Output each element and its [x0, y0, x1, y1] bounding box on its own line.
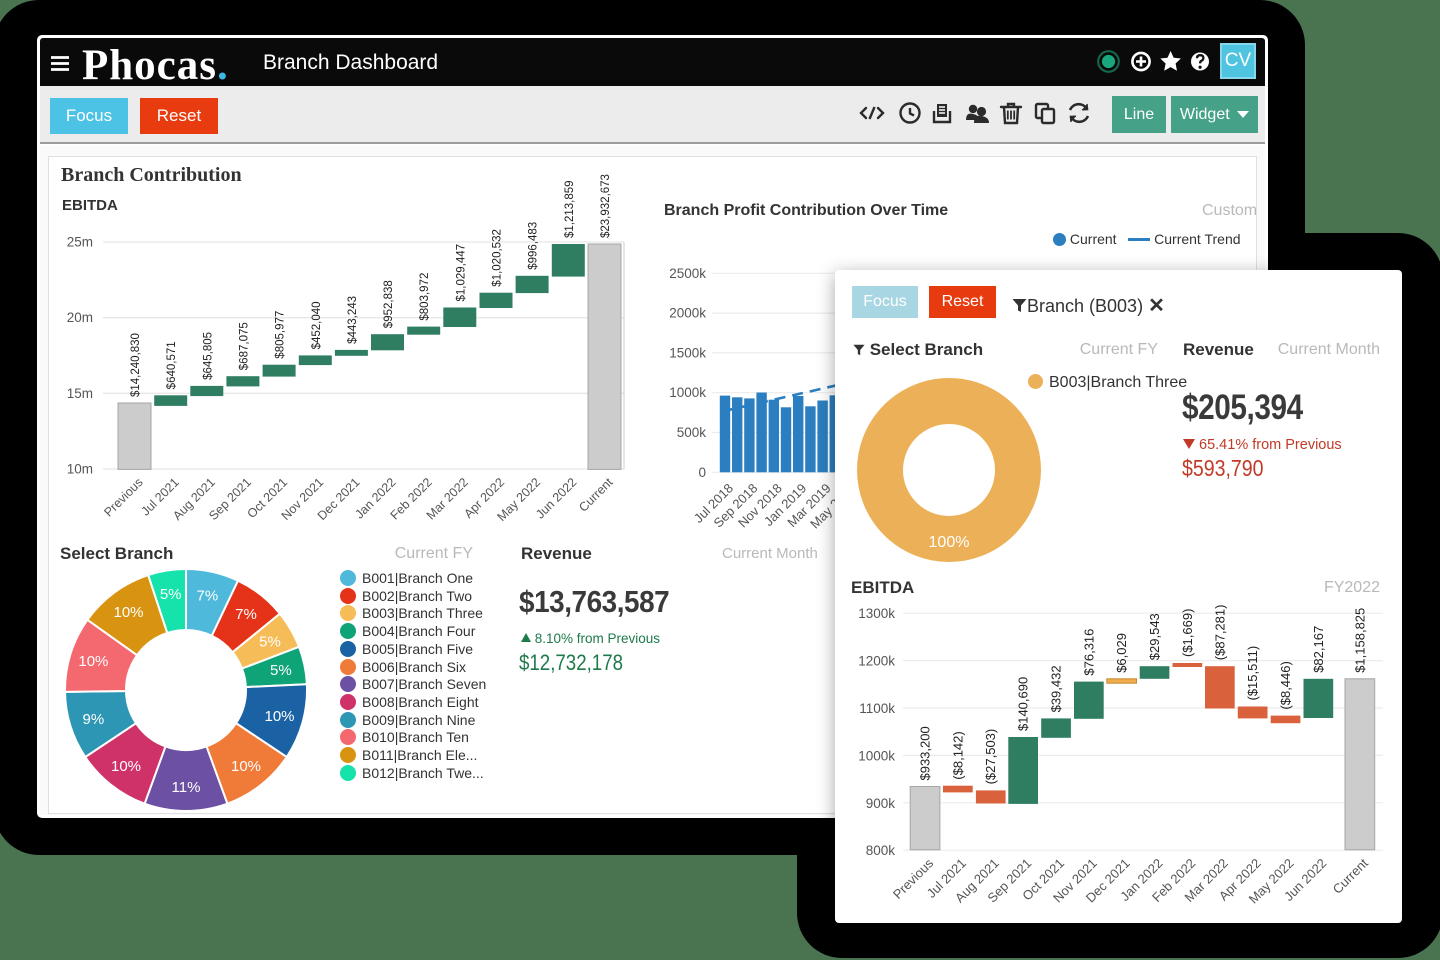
- svg-text:1100k: 1100k: [859, 701, 895, 716]
- svg-text:0: 0: [698, 465, 706, 480]
- svg-text:$14,240,830: $14,240,830: [130, 333, 142, 397]
- svg-text:$803,972: $803,972: [419, 273, 431, 321]
- svg-text:$23,932,673: $23,932,673: [600, 174, 612, 238]
- svg-text:25m: 25m: [67, 235, 93, 250]
- svg-text:900k: 900k: [866, 796, 896, 811]
- svg-text:$1,029,447: $1,029,447: [455, 244, 467, 302]
- svg-text:10%: 10%: [78, 653, 108, 670]
- svg-text:7%: 7%: [235, 606, 257, 623]
- svg-text:20m: 20m: [67, 310, 93, 325]
- svg-text:1000k: 1000k: [669, 385, 706, 400]
- svg-text:9%: 9%: [83, 711, 105, 728]
- svg-text:11%: 11%: [172, 779, 201, 796]
- svg-text:$996,483: $996,483: [528, 222, 540, 270]
- svg-text:800k: 800k: [866, 843, 896, 858]
- svg-text:$952,838: $952,838: [383, 280, 395, 328]
- svg-text:10%: 10%: [113, 604, 143, 621]
- svg-text:1000k: 1000k: [858, 748, 895, 763]
- svg-text:2000k: 2000k: [669, 306, 706, 321]
- svg-text:7%: 7%: [197, 587, 219, 604]
- svg-text:($27,503): ($27,503): [983, 729, 998, 785]
- svg-text:($15,511): ($15,511): [1245, 646, 1260, 701]
- svg-text:($1,669): ($1,669): [1180, 609, 1195, 657]
- svg-text:5%: 5%: [259, 634, 281, 651]
- svg-text:($8,142): ($8,142): [950, 731, 965, 779]
- svg-text:15m: 15m: [67, 386, 93, 401]
- svg-text:$6,029: $6,029: [1114, 633, 1129, 673]
- svg-text:$640,571: $640,571: [166, 341, 178, 389]
- svg-text:$687,075: $687,075: [238, 322, 250, 370]
- svg-text:100%: 100%: [929, 534, 970, 551]
- svg-text:1200k: 1200k: [858, 654, 895, 669]
- svg-text:Current: Current: [576, 475, 616, 515]
- svg-text:$82,167: $82,167: [1311, 626, 1326, 673]
- svg-text:$140,690: $140,690: [1016, 677, 1031, 731]
- svg-text:($87,281): ($87,281): [1212, 605, 1227, 661]
- svg-text:($8,446): ($8,446): [1278, 661, 1293, 709]
- svg-text:$805,977: $805,977: [275, 311, 287, 359]
- svg-text:500k: 500k: [677, 425, 707, 440]
- svg-text:$76,316: $76,316: [1081, 629, 1096, 676]
- svg-text:$443,243: $443,243: [347, 296, 359, 344]
- svg-text:$645,805: $645,805: [202, 332, 214, 380]
- svg-text:10%: 10%: [264, 708, 294, 725]
- svg-text:$1,020,532: $1,020,532: [492, 229, 504, 287]
- svg-text:Previous: Previous: [101, 475, 145, 519]
- svg-text:1500k: 1500k: [669, 345, 706, 360]
- svg-text:10m: 10m: [67, 462, 93, 477]
- svg-text:2500k: 2500k: [669, 266, 706, 281]
- svg-text:$933,200: $933,200: [918, 726, 933, 780]
- svg-text:$29,543: $29,543: [1147, 613, 1162, 660]
- svg-text:$39,432: $39,432: [1049, 665, 1064, 712]
- svg-text:Current: Current: [1330, 855, 1372, 897]
- svg-text:5%: 5%: [160, 586, 182, 603]
- svg-text:5%: 5%: [270, 662, 292, 679]
- svg-text:$452,040: $452,040: [311, 301, 323, 349]
- svg-text:10%: 10%: [231, 758, 261, 775]
- svg-text:1300k: 1300k: [858, 606, 895, 621]
- svg-text:$1,213,859: $1,213,859: [564, 180, 576, 238]
- svg-text:10%: 10%: [111, 758, 141, 775]
- svg-text:$1,158,825: $1,158,825: [1352, 608, 1367, 673]
